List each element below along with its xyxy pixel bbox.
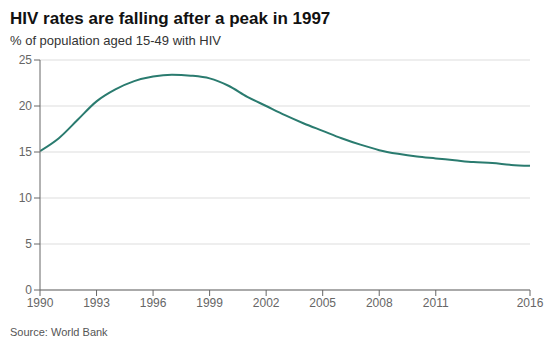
html-text:Source: World Bank: Source: World Bank (10, 326, 108, 338)
svg-text:5: 5 (25, 237, 32, 251)
svg-text:15: 15 (19, 145, 33, 159)
svg-text:25: 25 (19, 53, 33, 67)
svg-text:1993: 1993 (83, 296, 110, 310)
svg-text:1990: 1990 (27, 296, 54, 310)
svg-text:2016: 2016 (517, 296, 544, 310)
svg-text:2011: 2011 (423, 296, 449, 310)
svg-text:0: 0 (25, 283, 32, 297)
svg-text:1999: 1999 (196, 296, 223, 310)
svg-text:1996: 1996 (140, 296, 167, 310)
html-text:% of population aged 15-49 wit: % of population aged 15-49 with HIV (10, 33, 221, 48)
svg-text:2005: 2005 (309, 296, 336, 310)
html-text:HIV rates are falling after a: HIV rates are falling after a peak in 19… (10, 9, 331, 28)
svg-text:10: 10 (19, 191, 33, 205)
svg-text:2002: 2002 (253, 296, 280, 310)
svg-text:20: 20 (19, 99, 33, 113)
svg-text:2008: 2008 (366, 296, 393, 310)
